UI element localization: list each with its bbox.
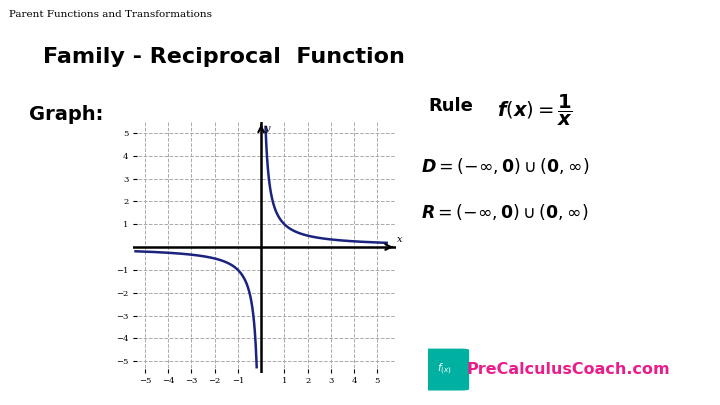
Text: $f_{(x)}$: $f_{(x)}$ xyxy=(437,362,452,377)
Text: Rule: Rule xyxy=(428,97,473,115)
Text: Family - Reciprocal  Function: Family - Reciprocal Function xyxy=(43,47,405,66)
Text: $\boldsymbol{f}(\boldsymbol{x}) = \dfrac{\mathbf{1}}{\boldsymbol{x}}$: $\boldsymbol{f}(\boldsymbol{x}) = \dfrac… xyxy=(497,93,572,128)
FancyBboxPatch shape xyxy=(420,349,469,390)
Text: $\boldsymbol{R} = (-\infty, \mathbf{0}) \cup (\mathbf{0}, \infty)$: $\boldsymbol{R} = (-\infty, \mathbf{0}) … xyxy=(421,202,588,222)
Text: $\boldsymbol{D} = (-\infty, \mathbf{0}) \cup (\mathbf{0}, \infty)$: $\boldsymbol{D} = (-\infty, \mathbf{0}) … xyxy=(421,156,590,176)
Text: y: y xyxy=(264,124,269,133)
Text: Parent Functions and Transformations: Parent Functions and Transformations xyxy=(9,10,212,19)
Text: Graph:: Graph: xyxy=(29,105,103,124)
Text: x: x xyxy=(397,234,402,244)
Text: PreCalculusCoach.com: PreCalculusCoach.com xyxy=(467,362,670,377)
